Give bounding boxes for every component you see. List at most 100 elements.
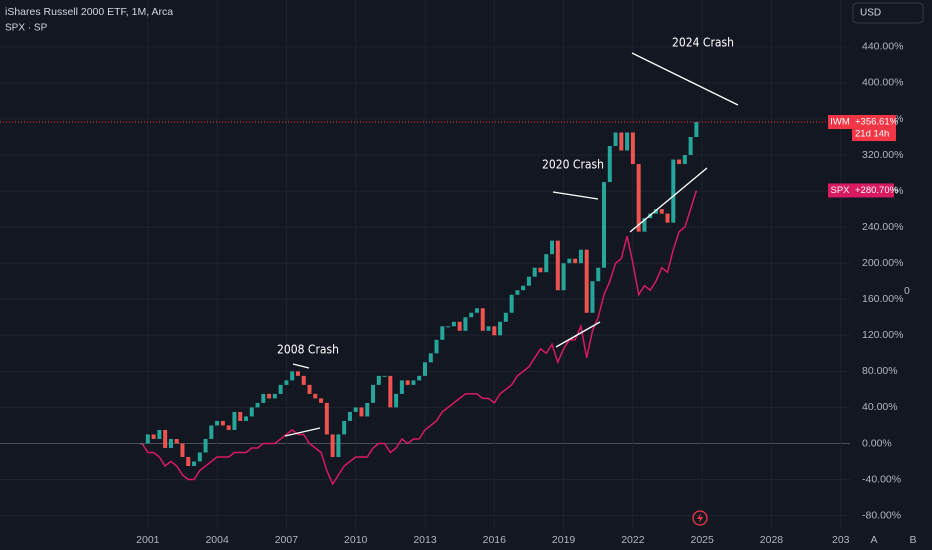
candle [411,380,416,385]
y-tick-label: 200.00% [862,257,903,269]
candle [347,411,352,421]
candle [440,326,445,340]
candle [301,375,306,385]
candle [371,384,376,403]
price-tag-symbol: SPX [830,185,850,196]
candle [578,249,583,264]
candle [671,159,676,223]
candle [602,182,607,268]
candle [434,339,439,354]
price-tag-value: +356.61% [855,117,899,128]
x-tick-label: 2010 [344,534,368,546]
candle [642,218,647,232]
spx-line [141,190,698,486]
candle [457,321,462,331]
candle [417,375,422,381]
candle [503,312,508,322]
candle [365,402,370,417]
currency-button[interactable] [852,2,924,24]
candle [659,209,664,214]
candle [625,132,630,151]
candle [232,411,237,430]
candle [526,276,531,286]
candle [249,407,254,417]
candle [186,456,191,467]
candle [544,254,549,273]
trend-line [555,321,601,348]
candle [555,240,560,291]
currency-label[interactable]: USD [860,8,881,19]
candle [359,407,364,417]
x-tick-label: 2019 [552,534,576,546]
y-tick-label: 400.00% [862,77,903,89]
candle [203,438,208,453]
trend-line [284,427,321,437]
trend-line [629,167,708,233]
axis-button[interactable]: B [909,534,916,546]
candle [243,416,248,421]
scale-mark: 0 [904,285,910,297]
candle [607,146,612,183]
price-tag-symbol: IWM [830,117,850,128]
candle [636,164,641,232]
candle [532,267,537,277]
axis-button[interactable]: A [870,534,877,546]
candle [209,425,214,439]
candle [267,393,272,399]
candle [330,434,335,457]
lightning-icon[interactable] [692,510,708,526]
y-tick-label: -80.00% [862,509,901,521]
y-tick-label: 40.00% [862,401,898,413]
candle [694,122,699,138]
price-tag-countdown: 21d 14h [855,129,889,140]
candle [469,312,474,318]
x-tick-label: 203 [832,534,850,546]
x-tick-label: 2016 [483,534,507,546]
candle [688,137,693,156]
candle [682,155,687,165]
x-tick-label: 2013 [413,534,437,546]
candle [463,317,468,331]
candle [474,308,479,313]
trend-line [292,363,310,369]
candle [561,263,566,291]
x-tick-label: 2007 [275,534,299,546]
candle [342,420,347,435]
candle [163,429,168,448]
candle [521,285,526,291]
candle [197,452,202,462]
y-tick-label: 80.00% [862,365,898,377]
candle [451,321,456,327]
y-tick-label: -40.00% [862,473,901,485]
candle [423,362,427,376]
candle [590,281,595,313]
candle [509,294,514,313]
candle [180,443,185,457]
candle [486,326,491,331]
x-tick-label: 2004 [205,534,229,546]
price-tag-name [828,183,852,198]
candle [382,375,387,377]
candle [405,380,410,385]
candle [584,249,589,313]
candle [613,132,618,147]
candle [653,209,658,214]
x-tick-label: 2025 [690,534,714,546]
candle [151,434,156,439]
candle [388,375,393,408]
y-tick-label: 320.00% [862,149,903,161]
candle [324,402,329,435]
candle [284,380,289,385]
candle [573,258,578,264]
candle [290,371,295,381]
candle [428,353,433,363]
candle [353,407,358,412]
candle [220,420,225,426]
annotation: 2008 Crash [277,343,339,357]
candle [550,240,555,255]
candle [480,308,485,331]
symbol-title: iShares Russell 2000 ETF, 1M, Arca [5,6,173,18]
candle [226,425,231,430]
